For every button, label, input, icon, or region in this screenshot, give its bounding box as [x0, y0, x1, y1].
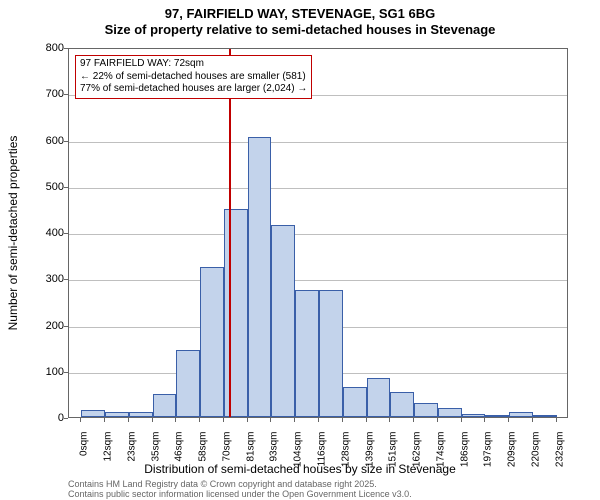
grid-line: [69, 188, 567, 189]
y-tick-label: 600: [24, 135, 64, 147]
y-tick-mark: [64, 94, 68, 95]
histogram-bar: [414, 403, 438, 417]
callout-line-2: ← 22% of semi-detached houses are smalle…: [80, 71, 307, 84]
footer-line-2: Contains public sector information licen…: [68, 490, 412, 500]
x-tick-mark: [342, 418, 343, 422]
x-tick-mark: [437, 418, 438, 422]
chart-container: 97, FAIRFIELD WAY, STEVENAGE, SG1 6BG Si…: [0, 0, 600, 500]
histogram-bar: [176, 350, 200, 417]
x-tick-mark: [532, 418, 533, 422]
x-tick-mark: [461, 418, 462, 422]
histogram-bar: [153, 394, 177, 417]
histogram-bar: [81, 410, 105, 417]
x-tick-mark: [556, 418, 557, 422]
x-tick-mark: [270, 418, 271, 422]
histogram-bar: [295, 290, 319, 417]
y-tick-mark: [64, 233, 68, 234]
histogram-bar: [129, 412, 153, 417]
histogram-bar: [533, 415, 557, 417]
x-tick-mark: [199, 418, 200, 422]
plot-area: 97 FAIRFIELD WAY: 72sqm← 22% of semi-det…: [68, 48, 568, 418]
title-line-1: 97, FAIRFIELD WAY, STEVENAGE, SG1 6BG: [0, 6, 600, 22]
y-tick-label: 200: [24, 320, 64, 332]
y-tick-mark: [64, 372, 68, 373]
x-tick-mark: [175, 418, 176, 422]
histogram-bar: [485, 415, 509, 417]
x-tick-mark: [223, 418, 224, 422]
x-tick-mark: [484, 418, 485, 422]
x-axis-label: Distribution of semi-detached houses by …: [0, 462, 600, 476]
y-tick-mark: [64, 141, 68, 142]
x-tick-mark: [80, 418, 81, 422]
grid-line: [69, 142, 567, 143]
y-tick-label: 400: [24, 227, 64, 239]
chart-title: 97, FAIRFIELD WAY, STEVENAGE, SG1 6BG Si…: [0, 6, 600, 39]
y-tick-mark: [64, 279, 68, 280]
histogram-bar: [438, 408, 462, 417]
y-tick-label: 300: [24, 273, 64, 285]
y-tick-mark: [64, 418, 68, 419]
title-line-2: Size of property relative to semi-detach…: [0, 22, 600, 38]
x-tick-mark: [389, 418, 390, 422]
y-tick-label: 0: [24, 412, 64, 424]
x-tick-mark: [104, 418, 105, 422]
histogram-bar: [509, 412, 533, 417]
callout-line-1: 97 FAIRFIELD WAY: 72sqm: [80, 58, 307, 71]
y-tick-label: 100: [24, 366, 64, 378]
reference-callout: 97 FAIRFIELD WAY: 72sqm← 22% of semi-det…: [75, 55, 312, 99]
x-tick-mark: [247, 418, 248, 422]
histogram-bar: [248, 137, 272, 417]
callout-line-3: 77% of semi-detached houses are larger (…: [80, 83, 307, 96]
y-tick-mark: [64, 326, 68, 327]
grid-line: [69, 280, 567, 281]
histogram-bar: [462, 414, 486, 417]
y-tick-mark: [64, 48, 68, 49]
y-tick-label: 700: [24, 88, 64, 100]
histogram-bar: [271, 225, 295, 417]
x-tick-mark: [318, 418, 319, 422]
reference-line: [229, 49, 231, 417]
histogram-bar: [319, 290, 343, 417]
x-tick-mark: [508, 418, 509, 422]
grid-line: [69, 234, 567, 235]
histogram-bar: [343, 387, 367, 417]
y-tick-mark: [64, 187, 68, 188]
x-tick-mark: [366, 418, 367, 422]
histogram-bar: [200, 267, 224, 417]
histogram-bar: [367, 378, 391, 417]
histogram-bar: [224, 209, 248, 417]
y-tick-label: 500: [24, 181, 64, 193]
y-axis-label: Number of semi-detached properties: [6, 38, 20, 233]
attribution-footer: Contains HM Land Registry data © Crown c…: [68, 480, 412, 500]
x-tick-mark: [294, 418, 295, 422]
x-tick-mark: [128, 418, 129, 422]
x-tick-mark: [152, 418, 153, 422]
histogram-bar: [390, 392, 414, 417]
y-tick-label: 800: [24, 42, 64, 54]
histogram-bar: [105, 412, 129, 417]
x-tick-mark: [413, 418, 414, 422]
